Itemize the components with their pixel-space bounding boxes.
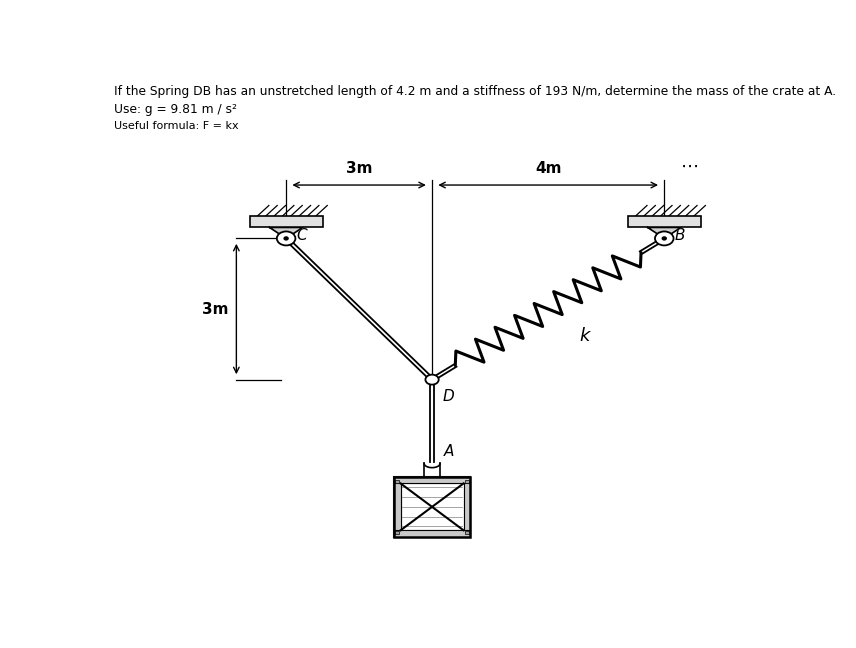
Text: A: A	[444, 445, 455, 459]
Circle shape	[276, 231, 295, 246]
Text: 3m: 3m	[202, 301, 229, 316]
Bar	[627, 216, 701, 227]
Circle shape	[655, 231, 674, 246]
Bar	[465, 480, 469, 483]
Bar	[465, 531, 469, 534]
Text: D: D	[443, 389, 455, 404]
Circle shape	[663, 237, 666, 240]
Bar	[250, 216, 323, 227]
Bar	[394, 477, 470, 537]
Polygon shape	[270, 227, 303, 238]
Text: 4m: 4m	[535, 161, 562, 176]
Text: k: k	[580, 327, 590, 345]
Circle shape	[425, 375, 438, 385]
Text: If the Spring DB has an unstretched length of 4.2 m and a stiffness of 193 N/m, : If the Spring DB has an unstretched leng…	[114, 86, 835, 98]
Text: Use: g = 9.81 m / s²: Use: g = 9.81 m / s²	[114, 102, 236, 116]
Text: Useful formula: F = kx: Useful formula: F = kx	[114, 121, 238, 131]
Text: ⋯: ⋯	[681, 158, 698, 176]
Bar	[394, 477, 470, 537]
Text: 3m: 3m	[346, 161, 372, 176]
Bar	[395, 531, 399, 534]
Bar	[395, 480, 399, 483]
Polygon shape	[648, 227, 681, 238]
Circle shape	[284, 237, 288, 240]
Text: C: C	[297, 228, 307, 243]
Text: B: B	[675, 228, 686, 243]
